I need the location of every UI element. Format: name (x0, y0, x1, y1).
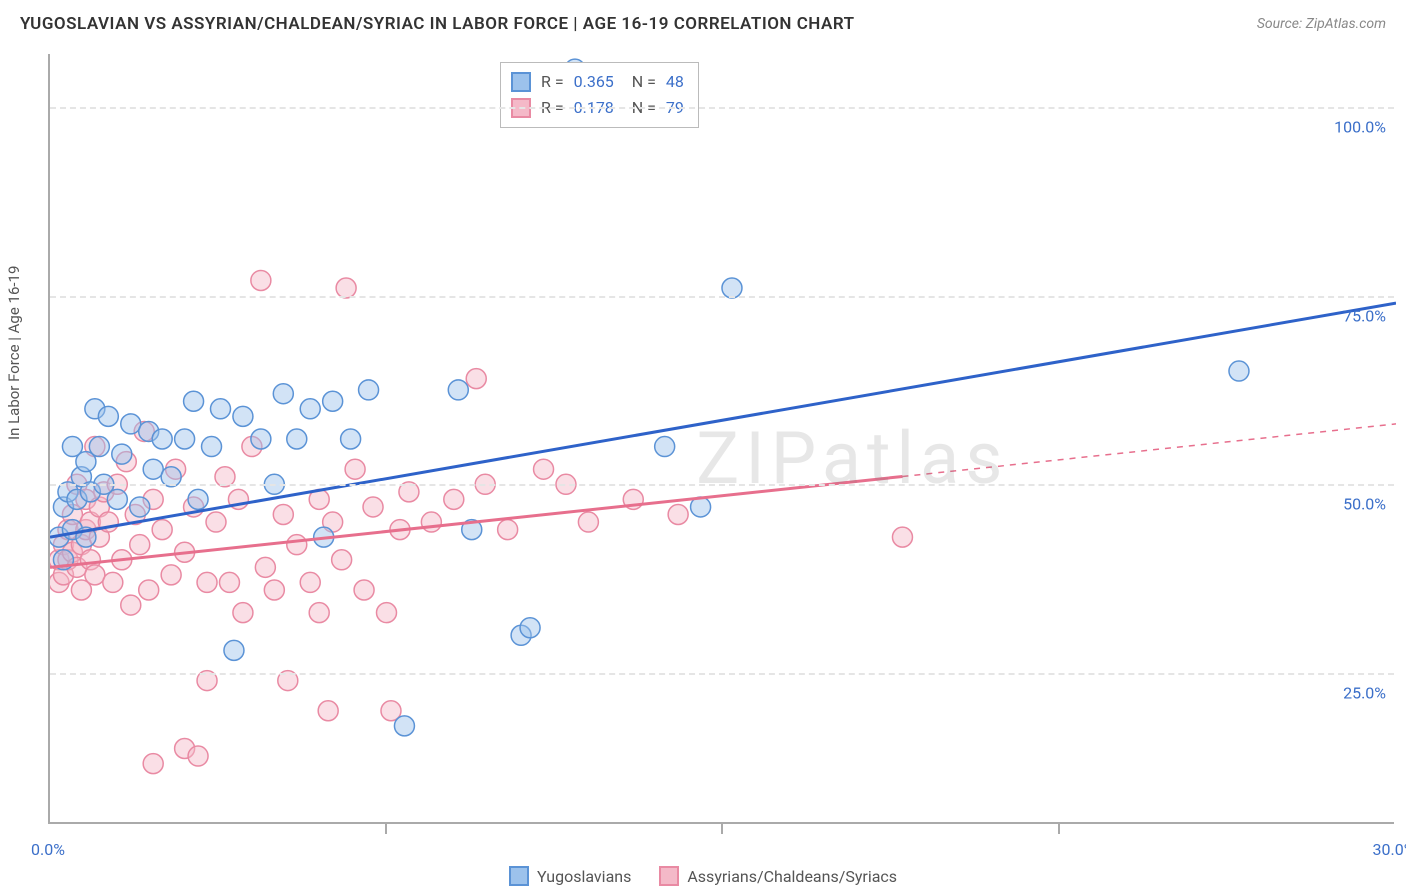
data-point (377, 603, 397, 623)
data-point (300, 572, 320, 592)
data-point (264, 580, 284, 600)
data-point (161, 565, 181, 585)
data-point (98, 406, 118, 426)
legend-label: Yugoslavians (537, 867, 631, 886)
data-point (300, 399, 320, 419)
trend-line-extrapolated (902, 424, 1396, 477)
data-point (287, 535, 307, 555)
data-point (359, 380, 379, 400)
data-point (103, 572, 123, 592)
x-minor-tick (721, 824, 723, 834)
data-point (152, 520, 172, 540)
scatter-plot-svg (50, 54, 1396, 824)
y-axis-title: In Labor Force | Age 16-19 (5, 266, 23, 440)
data-point (345, 459, 365, 479)
data-point (466, 369, 486, 389)
data-point (224, 640, 244, 660)
data-point (143, 754, 163, 774)
legend-label: Assyrians/Chaldeans/Syriacs (687, 867, 897, 886)
stat-n-value: 48 (666, 69, 684, 95)
data-point (273, 504, 293, 524)
gridline (50, 296, 1394, 298)
data-point (233, 406, 253, 426)
data-point (421, 512, 441, 532)
y-tick-label: 100.0% (1334, 117, 1386, 136)
data-point (197, 572, 217, 592)
data-point (309, 603, 329, 623)
data-point (233, 603, 253, 623)
data-point (892, 527, 912, 547)
data-point (578, 512, 598, 532)
data-point (89, 437, 109, 457)
y-tick-label: 50.0% (1343, 495, 1386, 514)
data-point (318, 701, 338, 721)
legend-item: Assyrians/Chaldeans/Syriacs (659, 866, 897, 886)
data-point (363, 497, 383, 517)
data-point (121, 595, 141, 615)
data-point (448, 380, 468, 400)
y-tick-label: 75.0% (1343, 306, 1386, 325)
data-point (219, 572, 239, 592)
gridline (50, 673, 1394, 675)
data-point (444, 489, 464, 509)
data-point (287, 429, 307, 449)
data-point (107, 489, 127, 509)
x-minor-tick (1058, 824, 1060, 834)
chart-header: YUGOSLAVIAN VS ASSYRIAN/CHALDEAN/SYRIAC … (0, 0, 1406, 48)
data-point (255, 557, 275, 577)
legend: Yugoslavians Assyrians/Chaldeans/Syriacs (0, 866, 1406, 886)
data-point (251, 270, 271, 290)
data-point (498, 520, 518, 540)
data-point (188, 489, 208, 509)
x-tick-label: 0.0% (31, 840, 65, 859)
stat-r-label: R = (541, 69, 564, 95)
data-point (121, 414, 141, 434)
legend-item: Yugoslavians (509, 866, 631, 886)
data-point (655, 437, 675, 457)
data-point (206, 512, 226, 532)
data-point (184, 391, 204, 411)
data-point (534, 459, 554, 479)
stat-n-label: N = (624, 69, 656, 95)
data-point (668, 504, 688, 524)
data-point (1229, 361, 1249, 381)
series-swatch (511, 72, 531, 92)
correlation-stats-box: R =0.365 N =48R =0.178 N =79 (500, 62, 699, 128)
chart-source: Source: ZipAtlas.com (1257, 16, 1386, 32)
data-point (394, 716, 414, 736)
chart-title: YUGOSLAVIAN VS ASSYRIAN/CHALDEAN/SYRIAC … (20, 14, 855, 34)
gridline (50, 107, 1394, 109)
gridline (50, 484, 1394, 486)
data-point (130, 497, 150, 517)
data-point (85, 565, 105, 585)
data-point (210, 399, 230, 419)
data-point (188, 746, 208, 766)
legend-swatch (659, 866, 679, 886)
plot-area: ZIPatlas R =0.365 N =48R =0.178 N =79 25… (48, 54, 1394, 824)
data-point (520, 618, 540, 638)
data-point (130, 535, 150, 555)
data-point (152, 429, 172, 449)
data-point (202, 437, 222, 457)
data-point (112, 444, 132, 464)
y-tick-label: 25.0% (1343, 684, 1386, 703)
data-point (251, 429, 271, 449)
legend-swatch (509, 866, 529, 886)
stats-row: R = 0.365 N = 48 (511, 69, 684, 95)
data-point (175, 429, 195, 449)
data-point (341, 429, 361, 449)
x-minor-tick (385, 824, 387, 834)
data-point (143, 459, 163, 479)
stat-r-value: 0.365 (574, 69, 614, 95)
x-tick-label: 30.0% (1373, 840, 1406, 859)
data-point (354, 580, 374, 600)
data-point (273, 384, 293, 404)
data-point (332, 550, 352, 570)
data-point (323, 391, 343, 411)
data-point (139, 580, 159, 600)
